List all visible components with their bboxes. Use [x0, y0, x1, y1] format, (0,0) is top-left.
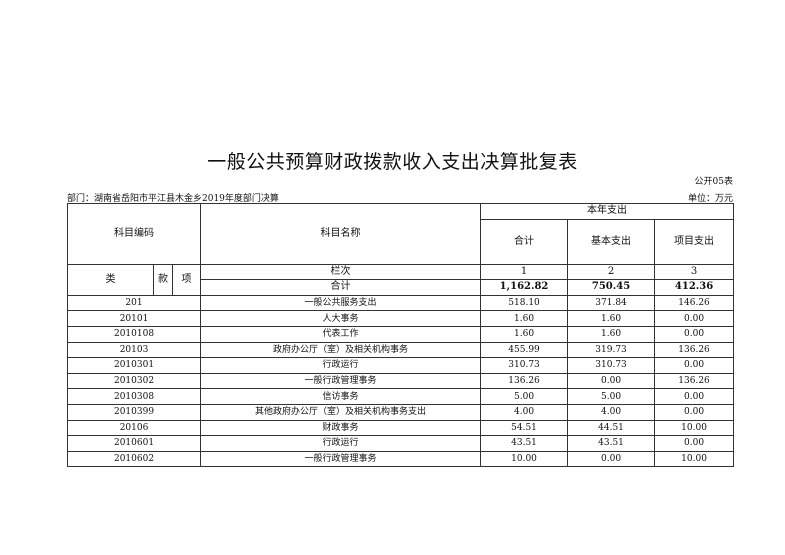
table-row: 2010601 行政运行 43.51 43.51 0.00	[66, 435, 735, 452]
cell-code: 201	[66, 294, 202, 312]
cell-code: 2010302	[66, 372, 202, 390]
cell-name: 信访事务	[200, 388, 482, 405]
cell-basic: 1.60	[567, 325, 656, 343]
cell-total: 518.10	[480, 294, 569, 312]
cell-total: 10.00	[480, 450, 569, 468]
cell-project: 0.00	[654, 435, 735, 452]
header-xiang: 项	[171, 263, 202, 296]
table-row: 2010108 代表工作 1.60 1.60 0.00	[66, 325, 735, 343]
cell-name: 人大事务	[200, 310, 482, 327]
cell-total: 310.73	[480, 357, 569, 374]
cell-basic: 319.73	[567, 341, 656, 359]
cell-name: 代表工作	[200, 325, 482, 343]
unit-label: 单位：万元	[687, 194, 733, 204]
header-lei: 类	[67, 263, 154, 296]
cell-project: 0.00	[654, 403, 735, 421]
cell-name: 其他政府办公厅（室）及相关机构事务支出	[200, 403, 482, 421]
cell-total: 5.00	[480, 388, 569, 405]
cell-project: 136.26	[654, 372, 735, 390]
cell-basic: 5.00	[567, 388, 656, 405]
cell-project: 136.26	[654, 341, 735, 359]
table-tag: 公开05表	[694, 177, 733, 187]
total-total: 1,162.82	[480, 279, 569, 296]
table-row: 2010308 信访事务 5.00 5.00 0.00	[66, 388, 735, 405]
cell-project: 10.00	[654, 419, 735, 437]
cell-name: 一般行政管理事务	[200, 450, 482, 468]
col-index-1: 1	[480, 263, 569, 281]
cell-basic: 0.00	[567, 450, 656, 468]
column-index-label: 栏次	[200, 263, 482, 281]
header-total: 合计	[480, 218, 569, 265]
cell-basic: 43.51	[567, 435, 656, 452]
cell-total: 4.00	[480, 403, 569, 421]
header-name: 科目名称	[200, 203, 482, 265]
cell-code: 20103	[66, 341, 202, 359]
total-label: 合计	[200, 279, 482, 296]
cell-project: 10.00	[654, 450, 735, 468]
table-row: 20101 人大事务 1.60 1.60 0.00	[66, 310, 735, 327]
department-label: 部门：湖南省岳阳市平江县木金乡2019年度部门决算	[67, 194, 279, 204]
budget-table: 科目编码 科目名称 本年支出 合计 基本支出 项目支出 类 款 项 栏次 1 2…	[66, 203, 735, 468]
cell-basic: 4.00	[567, 403, 656, 421]
cell-total: 136.26	[480, 372, 569, 390]
table-row: 2010602 一般行政管理事务 10.00 0.00 10.00	[66, 450, 735, 468]
table-row: 2010302 一般行政管理事务 136.26 0.00 136.26	[66, 372, 735, 390]
cell-total: 54.51	[480, 419, 569, 437]
cell-project: 0.00	[654, 357, 735, 374]
header-kuan: 款	[153, 263, 173, 296]
table-row: 20103 政府办公厅（室）及相关机构事务 455.99 319.73 136.26	[66, 341, 735, 359]
cell-total: 43.51	[480, 435, 569, 452]
cell-project: 0.00	[654, 310, 735, 327]
cell-name: 政府办公厅（室）及相关机构事务	[200, 341, 482, 359]
cell-name: 行政运行	[200, 357, 482, 374]
cell-name: 一般行政管理事务	[200, 372, 482, 390]
cell-basic: 310.73	[567, 357, 656, 374]
cell-code: 2010301	[66, 357, 202, 374]
table-row: 2010399 其他政府办公厅（室）及相关机构事务支出 4.00 4.00 0.00	[66, 403, 735, 421]
cell-name: 财政事务	[200, 419, 482, 437]
table-row: 201 一般公共服务支出 518.10 371.84 146.26	[66, 294, 735, 312]
header-current-year: 本年支出	[480, 203, 735, 220]
cell-basic: 0.00	[567, 372, 656, 390]
cell-code: 2010602	[66, 450, 202, 468]
page-title: 一般公共预算财政拨款收入支出决算批复表	[207, 151, 578, 173]
cell-code: 2010601	[66, 435, 202, 452]
header-code: 科目编码	[66, 203, 202, 265]
cell-basic: 44.51	[567, 419, 656, 437]
cell-basic: 371.84	[567, 294, 656, 312]
col-index-2: 2	[567, 263, 656, 281]
cell-code: 2010108	[66, 325, 202, 343]
cell-name: 一般公共服务支出	[200, 294, 482, 312]
cell-project: 0.00	[654, 325, 735, 343]
cell-total: 455.99	[480, 341, 569, 359]
cell-basic: 1.60	[567, 310, 656, 327]
total-project: 412.36	[654, 279, 735, 296]
cell-project: 0.00	[654, 388, 735, 405]
table-row: 2010301 行政运行 310.73 310.73 0.00	[66, 357, 735, 374]
cell-name: 行政运行	[200, 435, 482, 452]
table-row: 20106 财政事务 54.51 44.51 10.00	[66, 419, 735, 437]
cell-project: 146.26	[654, 294, 735, 312]
cell-code: 20101	[66, 310, 202, 327]
cell-code: 20106	[66, 419, 202, 437]
cell-code: 2010308	[66, 388, 202, 405]
header-project: 项目支出	[654, 218, 735, 265]
cell-code: 2010399	[66, 403, 202, 421]
cell-total: 1.60	[480, 325, 569, 343]
header-basic: 基本支出	[567, 218, 656, 265]
col-index-3: 3	[654, 263, 735, 281]
total-basic: 750.45	[567, 279, 656, 296]
cell-total: 1.60	[480, 310, 569, 327]
